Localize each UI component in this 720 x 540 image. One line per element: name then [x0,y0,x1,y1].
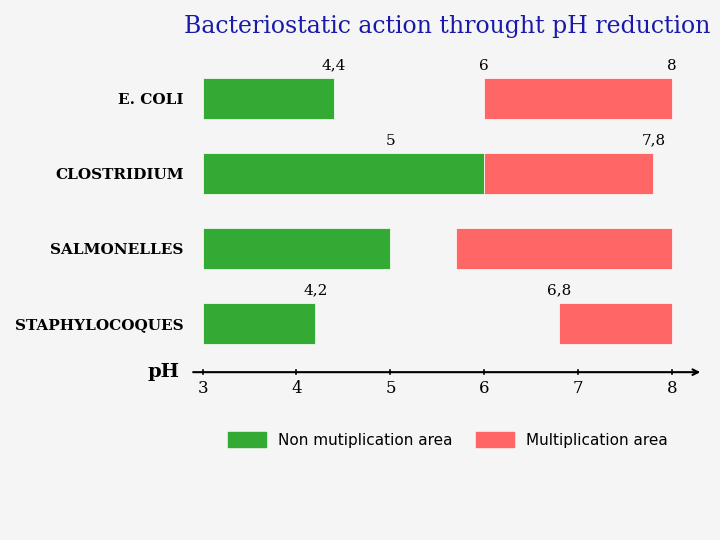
Text: 6: 6 [479,380,490,397]
Text: 4,2: 4,2 [303,284,328,298]
Text: 5: 5 [385,380,396,397]
Title: Bacteriostatic action throught pH reduction: Bacteriostatic action throught pH reduct… [184,15,710,38]
Bar [202,153,485,194]
Text: 7: 7 [573,380,583,397]
Text: 8: 8 [667,58,677,72]
Bar [456,228,672,269]
Bar [485,153,653,194]
Text: 3: 3 [197,380,208,397]
Legend: Non mutiplication area, Multiplication area: Non mutiplication area, Multiplication a… [222,426,674,454]
Text: 8: 8 [667,380,678,397]
Bar [202,78,334,119]
Text: pH: pH [147,363,179,381]
Text: 4,4: 4,4 [322,58,346,72]
Bar [559,303,672,344]
Text: 6,8: 6,8 [547,284,572,298]
Bar [202,303,315,344]
Text: 5: 5 [386,133,395,147]
Text: 4: 4 [291,380,302,397]
Text: 6: 6 [480,58,489,72]
Text: 7,8: 7,8 [642,133,665,147]
Bar [485,78,672,119]
Bar [202,228,390,269]
